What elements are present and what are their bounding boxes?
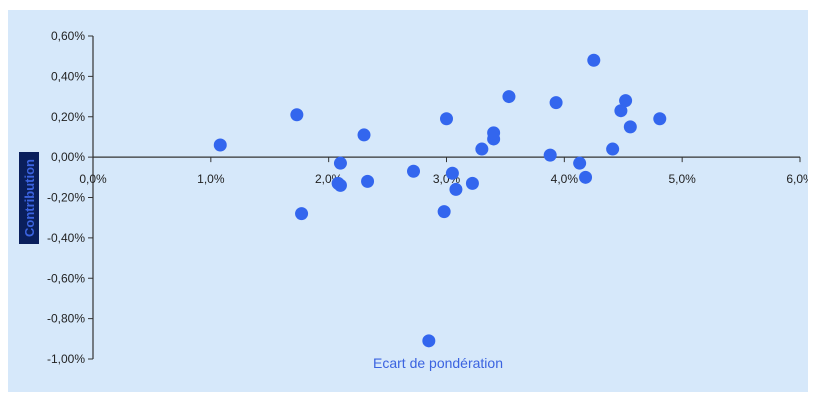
x-tick-label: 1,0% xyxy=(197,172,225,186)
data-point xyxy=(502,90,516,104)
y-tick-label: -1,00% xyxy=(47,352,85,366)
data-point xyxy=(437,205,451,219)
data-point xyxy=(422,334,436,348)
data-point xyxy=(357,128,371,142)
x-tick-label: 0,0% xyxy=(79,172,107,186)
y-axis-title: Contribution xyxy=(22,159,37,237)
scatter-chart: Contribution Ecart de pondération 0,60%0… xyxy=(19,29,808,371)
data-points xyxy=(213,53,667,348)
data-point xyxy=(623,120,637,134)
data-point xyxy=(619,94,633,108)
data-point xyxy=(290,108,304,122)
data-point xyxy=(445,166,459,180)
data-point xyxy=(606,142,620,156)
data-point xyxy=(487,126,501,140)
data-point xyxy=(333,156,347,170)
y-tick-label: 0,00% xyxy=(51,150,85,164)
y-tick-label: 0,60% xyxy=(51,29,85,43)
chart-frame: Contribution Ecart de pondération 0,60% 0… xyxy=(8,10,808,392)
data-point xyxy=(579,170,593,184)
data-point xyxy=(440,112,453,126)
y-axis-title-background xyxy=(19,152,39,244)
data-point xyxy=(653,112,667,126)
x-tick-label: 4,0% xyxy=(551,172,579,186)
y-tick-label: -0,20% xyxy=(47,191,85,205)
x-axis-title: Ecart de pondération xyxy=(373,355,503,371)
data-point xyxy=(573,156,587,170)
data-point xyxy=(549,96,563,110)
data-point xyxy=(295,207,309,221)
y-axis-title-group: Contribution xyxy=(19,152,39,244)
y-tick-label: -0,40% xyxy=(47,231,85,245)
axes: 0,60% 0,40% 0,20% 0,00% -0,20% -0,40% -0,60% -0… xyxy=(47,29,808,366)
y-tick-label: 0,40% xyxy=(51,69,85,83)
x-tick-label: 5,0% xyxy=(668,172,696,186)
data-point xyxy=(449,182,463,196)
y-tick-label: -0,80% xyxy=(47,312,85,326)
data-point xyxy=(587,53,601,67)
data-point xyxy=(543,148,557,162)
data-point xyxy=(407,164,421,178)
y-tick-label: -0,60% xyxy=(47,271,85,285)
data-point xyxy=(614,104,628,118)
data-point xyxy=(213,138,227,152)
data-point xyxy=(475,142,489,156)
x-tick-label: 6,0% xyxy=(786,172,808,186)
y-tick-label: 0,20% xyxy=(51,110,85,124)
data-point xyxy=(465,176,479,190)
data-point xyxy=(333,178,347,192)
data-point xyxy=(361,174,375,188)
